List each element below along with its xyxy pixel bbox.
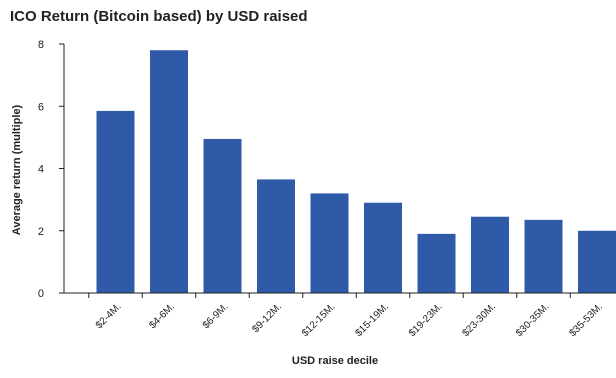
x-tick-label: $30-35M. xyxy=(514,301,552,339)
y-tick-label: 4 xyxy=(38,164,44,176)
x-tick-label: $15-19M. xyxy=(353,301,391,339)
x-tick-label: $12-15M. xyxy=(300,301,338,339)
bar xyxy=(364,202,402,293)
x-tick-label: $2-4M. xyxy=(94,301,124,331)
chart-title: ICO Return (Bitcoin based) by USD raised xyxy=(10,8,308,25)
y-tick-label: 2 xyxy=(38,226,44,238)
x-axis-title: USD raise decile xyxy=(292,355,378,367)
bar xyxy=(578,230,616,293)
bar xyxy=(310,193,349,293)
y-tick-label: 6 xyxy=(38,101,44,113)
y-axis-title: Average return (multiple) xyxy=(11,104,23,235)
bar xyxy=(150,50,188,293)
x-tick-label: $35-53M. xyxy=(567,301,605,339)
x-tick-label: $9-12M. xyxy=(250,301,284,335)
y-tick-label: 0 xyxy=(38,288,44,300)
bar xyxy=(96,110,135,293)
bar xyxy=(471,216,509,293)
y-tick-label: 8 xyxy=(38,39,44,51)
bar xyxy=(417,233,456,293)
bars-layer xyxy=(96,50,616,293)
x-tick-label: $19-23M. xyxy=(407,301,445,339)
bar xyxy=(203,138,242,293)
bar xyxy=(524,219,563,293)
x-tick-label: $6-9M. xyxy=(201,301,231,331)
x-tick-label: $23-30M. xyxy=(460,301,498,339)
x-tick-label: $4-6M. xyxy=(147,301,177,331)
bar xyxy=(257,179,295,293)
